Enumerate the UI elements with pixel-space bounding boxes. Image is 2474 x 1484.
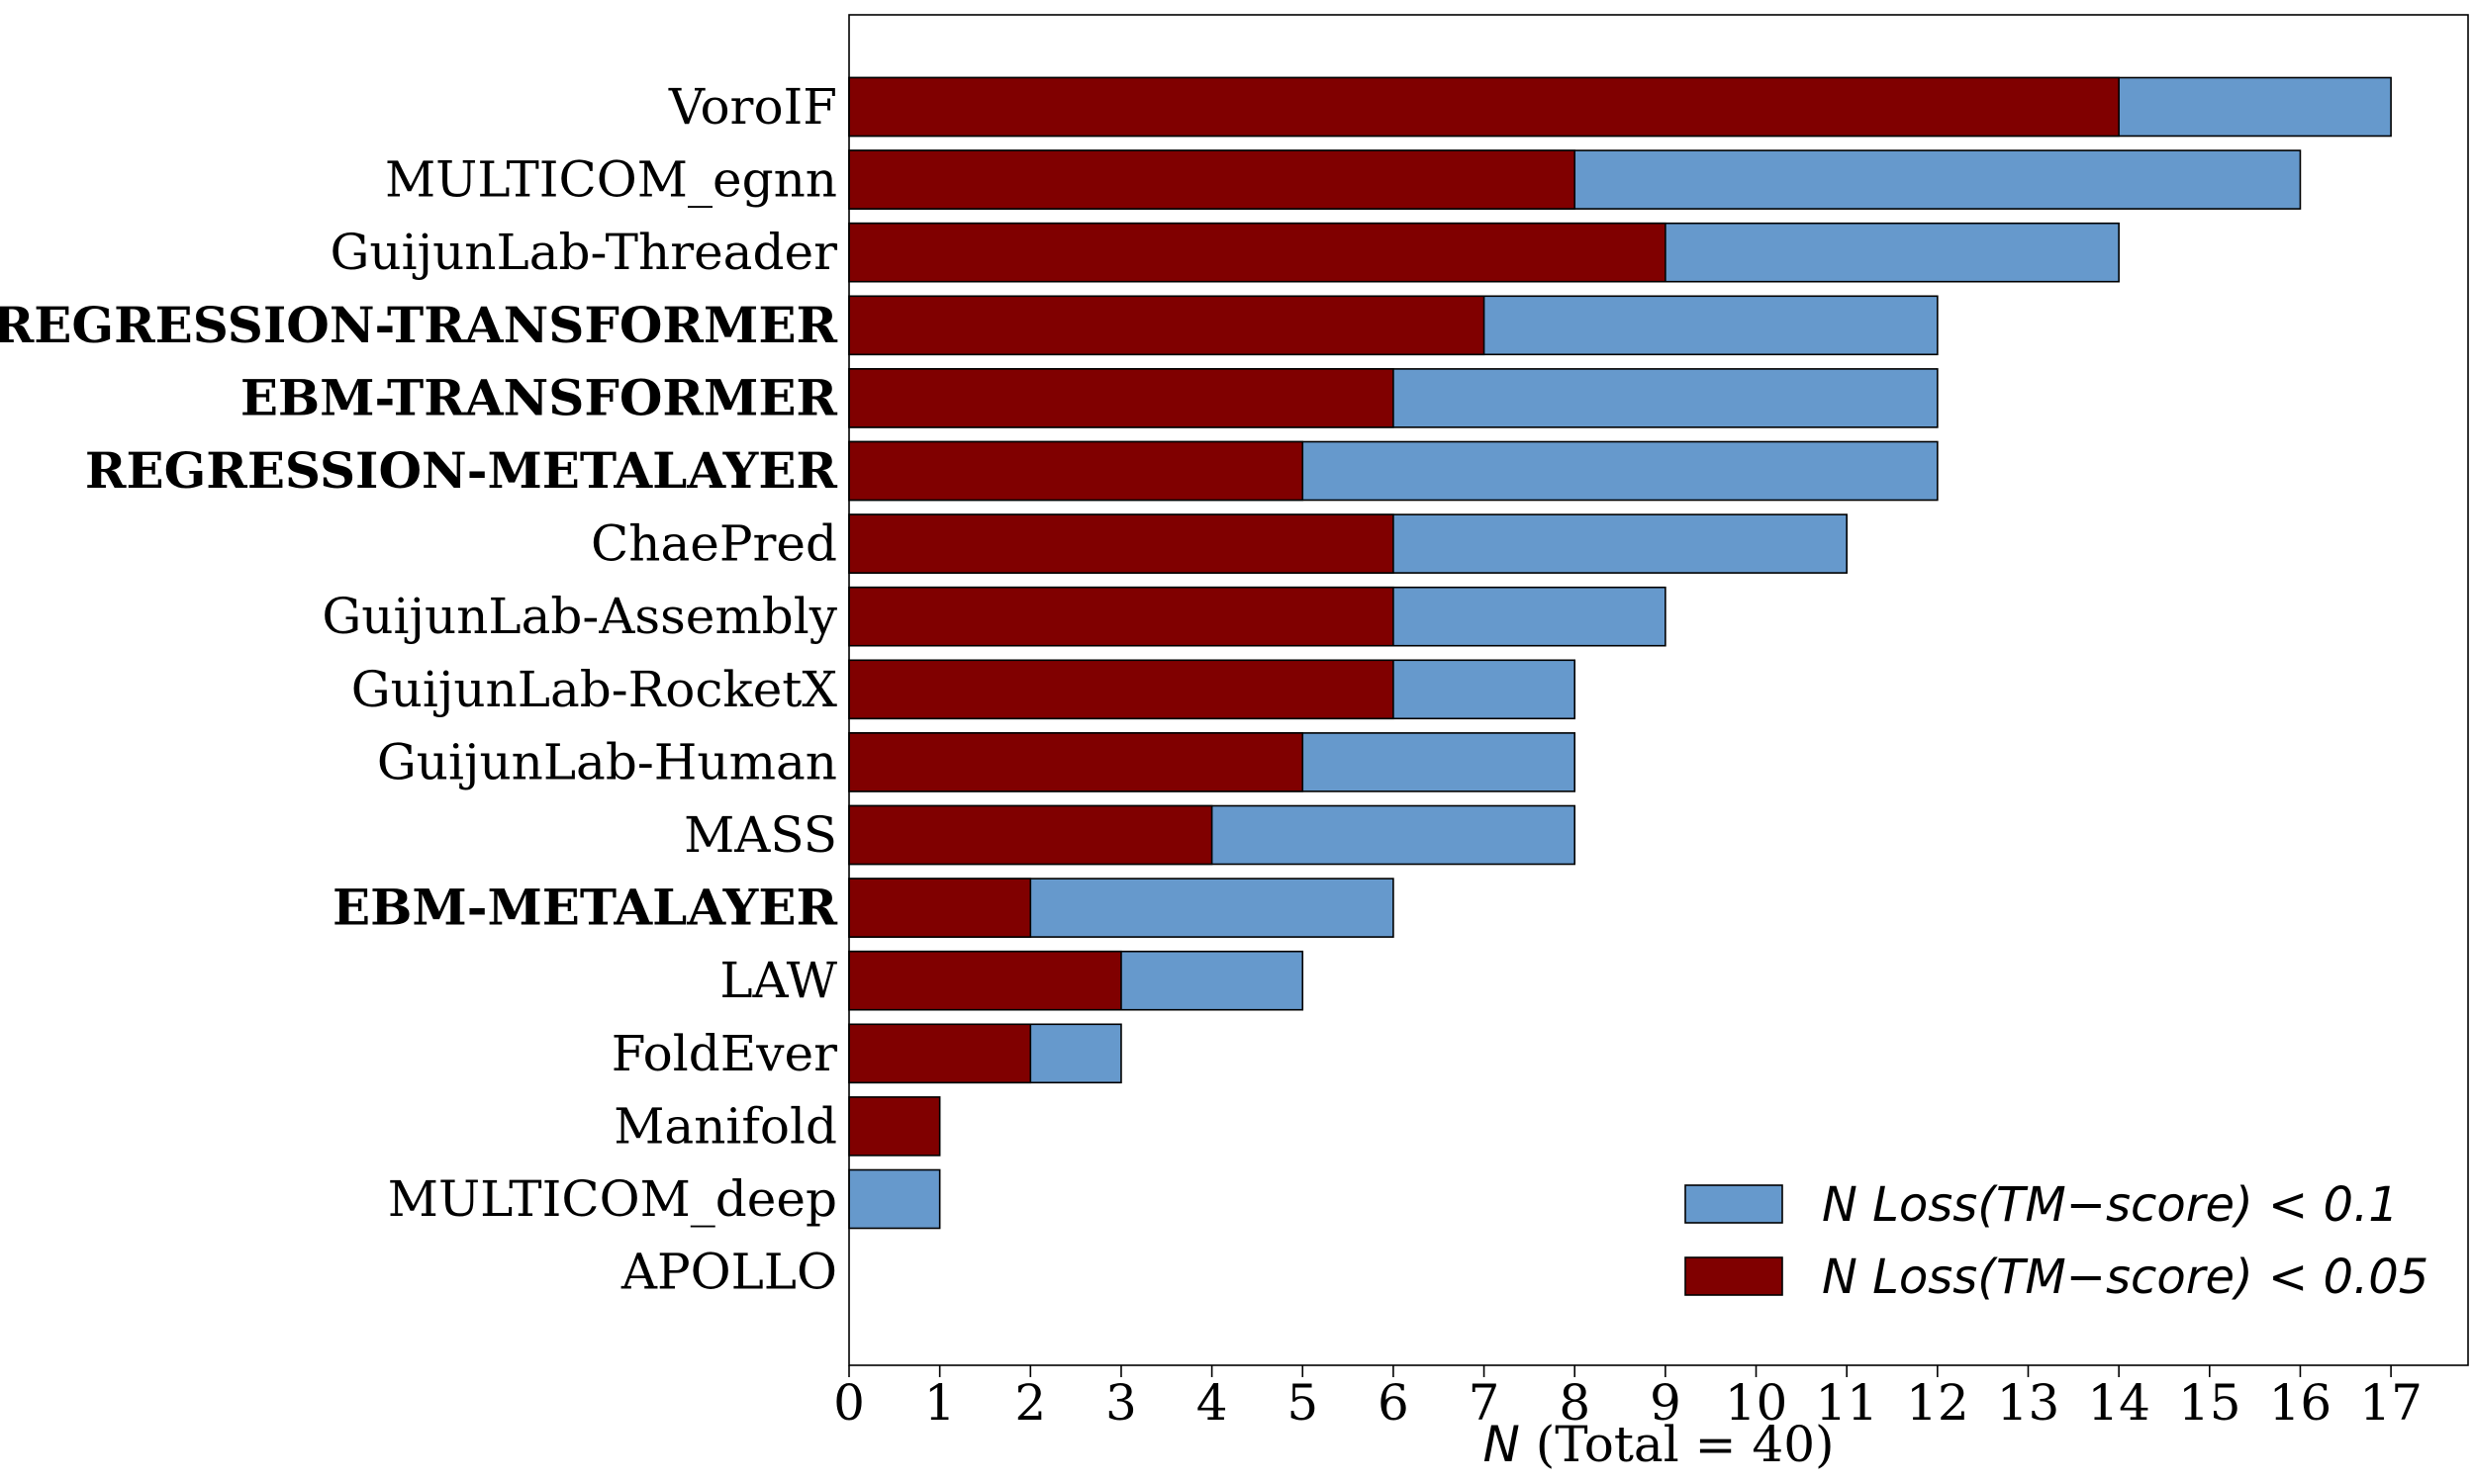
- x-ticks-group: 0 1 2 3 4 5 6 7 8 9 10 11 12 13 14 15 16 17: [833, 1365, 2423, 1432]
- category-label-3: REGRESSION-TRANSFORMER: [0, 296, 837, 354]
- bar-loss-lt-0-05-10: [848, 804, 1213, 866]
- bar-loss-lt-0-05-9: [848, 732, 1304, 792]
- x-tick-label-6: 6: [1378, 1374, 1409, 1432]
- x-tick-label-15: 15: [2178, 1374, 2241, 1432]
- legend-label-1: N Loss(TM−score) < 0.05: [1822, 1250, 2428, 1305]
- legend-swatch-1: [1684, 1256, 1783, 1296]
- x-tick-label-13: 13: [1997, 1374, 2060, 1432]
- category-label-9: GuijunLab-Human: [377, 733, 837, 790]
- category-label-15: MULTICOM_deep: [388, 1170, 837, 1228]
- bar-loss-lt-0-05-1: [848, 149, 1576, 210]
- x-tick-label-11: 11: [1815, 1374, 1878, 1432]
- bar-loss-lt-0-05-8: [848, 659, 1394, 720]
- x-axis-label: N (Total = 40): [1482, 1416, 1834, 1473]
- x-tick-label-12: 12: [1906, 1374, 1969, 1432]
- x-tick-label-9: 9: [1650, 1374, 1681, 1432]
- x-tick-label-10: 10: [1725, 1374, 1788, 1432]
- bar-loss-lt-0-05-4: [848, 368, 1394, 428]
- category-label-13: FoldEver: [612, 1025, 837, 1082]
- category-label-11: EBM-METALAYER: [333, 879, 837, 937]
- bar-loss-lt-0-05-0: [848, 76, 2120, 138]
- category-label-5: REGRESSION-METALAYER: [85, 441, 838, 500]
- category-label-2: GuijunLab-Threader: [330, 224, 837, 281]
- category-label-7: GuijunLab-Assembly: [322, 588, 837, 645]
- category-label-0: VoroIF: [668, 78, 837, 136]
- category-label-12: LAW: [719, 952, 837, 1009]
- category-label-1: MULTICOM_egnn: [385, 151, 837, 209]
- x-axis-label-rest: (Total = 40): [1520, 1416, 1835, 1473]
- x-tick-label-8: 8: [1559, 1374, 1590, 1432]
- category-labels-group: VoroIF MULTICOM_egnn GuijunLab-Threader REG…: [0, 78, 838, 1301]
- category-label-14: Manifold: [614, 1097, 837, 1155]
- bar-loss-lt-0-05-7: [848, 586, 1394, 647]
- x-axis-label-italic: N: [1482, 1416, 1519, 1473]
- category-label-6: ChaePred: [591, 515, 837, 573]
- bar-loss-lt-0-05-11: [848, 878, 1032, 938]
- bar-loss-lt-0-05-5: [848, 440, 1304, 502]
- legend-swatch-0: [1684, 1184, 1783, 1224]
- x-tick-label-1: 1: [924, 1374, 956, 1432]
- bars-group: [848, 76, 2392, 1230]
- legend: N Loss(TM−score) < 0.1 N Loss(TM−score) <…: [1684, 1177, 2428, 1305]
- bar-loss-lt-0-05-2: [848, 222, 1666, 283]
- x-tick-label-0: 0: [833, 1374, 865, 1432]
- x-tick-label-3: 3: [1105, 1374, 1137, 1432]
- x-tick-label-14: 14: [2087, 1374, 2150, 1432]
- category-label-10: MASS: [684, 806, 837, 864]
- x-tick-label-16: 16: [2269, 1374, 2332, 1432]
- x-tick-label-7: 7: [1469, 1374, 1500, 1432]
- category-label-16: APOLLO: [620, 1244, 837, 1301]
- bar-loss-lt-0-05-3: [848, 295, 1485, 356]
- plot-frame: [848, 14, 2469, 1366]
- bar-loss-lt-0-05-13: [848, 1023, 1032, 1084]
- bar-loss-lt-0-05-14: [848, 1096, 941, 1157]
- bar-loss-lt-0-05-12: [848, 950, 1122, 1011]
- x-tick-label-17: 17: [2359, 1374, 2423, 1432]
- category-label-4: EBM-TRANSFORMER: [240, 368, 838, 426]
- x-tick-label-2: 2: [1014, 1374, 1046, 1432]
- bar-loss-lt-0-1-15: [848, 1168, 941, 1230]
- x-tick-label-4: 4: [1196, 1374, 1228, 1432]
- x-tick-label-5: 5: [1286, 1374, 1318, 1432]
- category-label-8: GuijunLab-RocketX: [351, 661, 838, 718]
- bar-loss-lt-0-05-6: [848, 513, 1394, 574]
- legend-label-0: N Loss(TM−score) < 0.1: [1822, 1177, 2399, 1233]
